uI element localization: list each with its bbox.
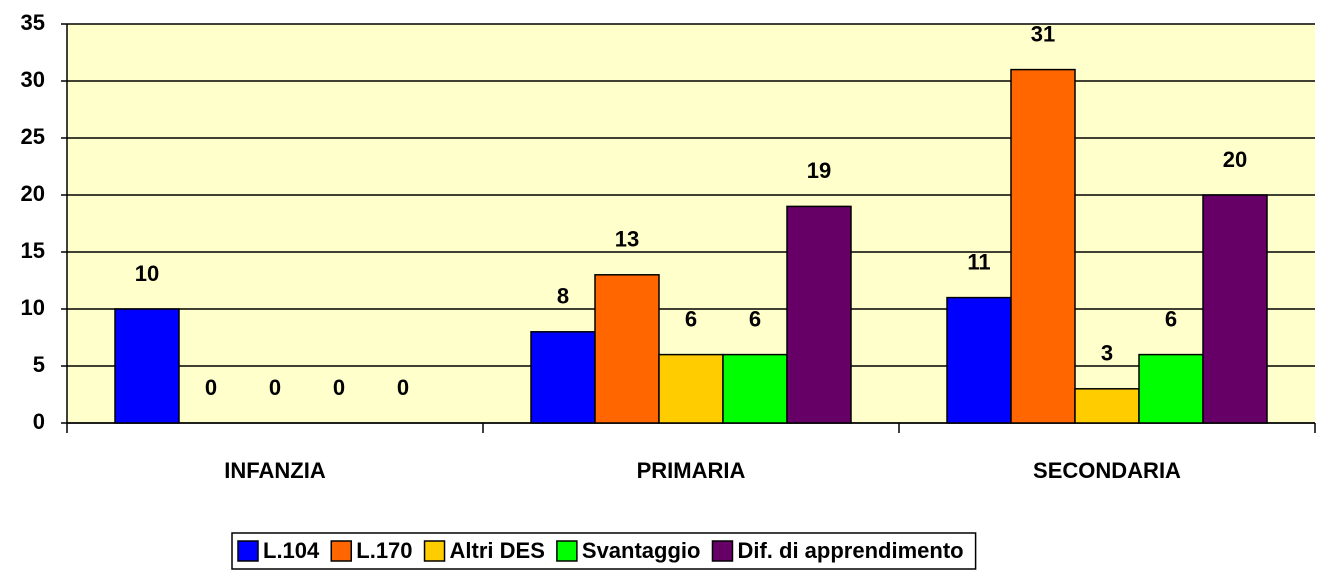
y-tick-label: 10 <box>21 295 45 320</box>
data-label: 0 <box>269 375 281 400</box>
data-label: 6 <box>749 306 761 331</box>
bar <box>114 308 180 424</box>
legend-label: L.170 <box>356 538 412 563</box>
bar <box>722 353 788 424</box>
data-label: 6 <box>685 306 697 331</box>
x-tick-label: INFANZIA <box>224 458 326 483</box>
bar <box>1010 68 1076 424</box>
y-tick-label: 25 <box>21 124 45 149</box>
data-label: 3 <box>1101 341 1113 366</box>
bar <box>1202 194 1268 424</box>
legend-label: L.104 <box>263 538 320 563</box>
data-label: 10 <box>135 261 159 286</box>
legend-swatch <box>556 540 578 562</box>
legend-label: Dif. di apprendimento <box>737 538 963 563</box>
legend-box <box>231 532 977 570</box>
data-label: 19 <box>807 158 831 183</box>
bar <box>946 296 1012 424</box>
legend-swatch <box>423 540 446 562</box>
y-tick-label: 30 <box>21 67 45 92</box>
data-label: 13 <box>615 227 639 252</box>
data-label: 0 <box>205 375 217 400</box>
bar <box>594 274 660 424</box>
bar <box>658 353 724 424</box>
data-label: 31 <box>1031 21 1055 46</box>
x-tick-label: PRIMARIA <box>637 458 746 483</box>
legend-label: Svantaggio <box>582 538 701 563</box>
x-tick-label: SECONDARIA <box>1033 458 1181 483</box>
data-label: 6 <box>1165 306 1177 331</box>
bar <box>1138 353 1204 424</box>
bar <box>786 205 852 424</box>
bar <box>1074 388 1140 424</box>
data-label: 20 <box>1223 147 1247 172</box>
data-label: 0 <box>397 375 409 400</box>
y-tick-label: 20 <box>21 181 45 206</box>
bar <box>530 331 596 424</box>
y-tick-label: 15 <box>21 238 45 263</box>
legend-swatch <box>330 540 353 562</box>
y-tick-label: 5 <box>33 352 45 377</box>
data-label: 8 <box>557 284 569 309</box>
y-tick-label: 0 <box>33 409 45 434</box>
legend-swatch <box>237 540 259 562</box>
legend-swatch <box>711 540 734 562</box>
data-label: 0 <box>333 375 345 400</box>
legend-label: Altri DES <box>450 538 545 563</box>
y-tick-label: 35 <box>21 10 45 35</box>
data-label: 11 <box>967 249 990 274</box>
